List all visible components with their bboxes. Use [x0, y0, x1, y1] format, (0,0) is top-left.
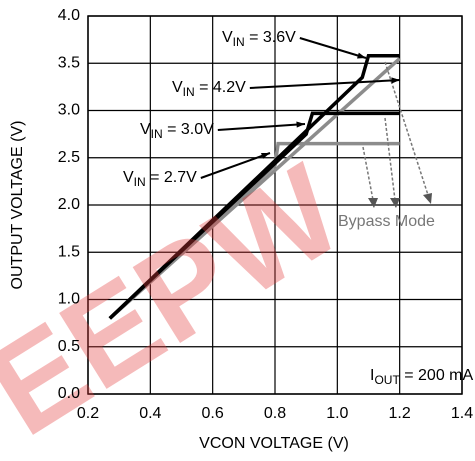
- series-label-part: V: [140, 121, 151, 138]
- y-tick-label: 0.0: [58, 385, 80, 402]
- y-tick-label: 1.0: [58, 291, 80, 308]
- iout-sub: OUT: [374, 373, 400, 387]
- series-label-part: = 3.6V: [245, 29, 296, 46]
- plot-area: [87, 15, 463, 395]
- y-tick-label: 2.5: [58, 149, 80, 166]
- label-arrowhead: [357, 52, 366, 59]
- x-tick-label: 0.4: [139, 405, 161, 422]
- x-tick-label: 1.4: [451, 405, 473, 422]
- series-label-part: IN: [134, 175, 146, 189]
- series-label: VIN = 3.0V: [140, 121, 214, 141]
- series-label-part: = 4.2V: [195, 79, 246, 96]
- series-label: VIN = 3.6V: [222, 29, 296, 49]
- series-label-part: IN: [151, 127, 163, 141]
- y-axis-label: OUTPUT VOLTAGE (V): [9, 121, 26, 290]
- label-arrow: [299, 37, 367, 59]
- plot-frame: [87, 15, 463, 395]
- series-label-part: = 2.7V: [146, 169, 197, 186]
- y-tick-label: 4.0: [58, 7, 80, 24]
- label-arrowhead: [391, 77, 400, 84]
- x-tick-label: 0.8: [264, 405, 286, 422]
- bypass-arrowheads: [368, 193, 432, 208]
- series-label-part: IN: [183, 85, 195, 99]
- label-arrow: [249, 79, 401, 89]
- label-arrowhead: [296, 121, 305, 128]
- bypass-label: Bypass Mode: [338, 213, 435, 230]
- y-tick-label: 2.0: [58, 196, 80, 213]
- x-tick-label: 0.2: [77, 405, 99, 422]
- x-tick-label: 1.2: [389, 405, 411, 422]
- bypass-arrows: [362, 61, 429, 201]
- label-arrow: [217, 123, 306, 131]
- x-tick-label: 1.0: [326, 405, 348, 422]
- series-label-part: V: [172, 79, 183, 96]
- label-arrowhead: [261, 152, 270, 159]
- x-tick-label: 0.6: [202, 405, 224, 422]
- y-tick-label: 3.0: [58, 102, 80, 119]
- y-tick-label: 0.5: [58, 338, 80, 355]
- series-line: [108, 53, 400, 320]
- series-label-part: V: [222, 29, 233, 46]
- iout-label: IOUT = 200 mA: [370, 367, 474, 387]
- series-label-part: IN: [233, 35, 245, 49]
- series-label: VIN = 4.2V: [172, 79, 246, 99]
- series-label-part: = 3.0V: [163, 121, 214, 138]
- y-tick-label: 1.5: [58, 243, 80, 260]
- series-label: VIN = 2.7V: [123, 169, 197, 189]
- x-axis-label: VCON VOLTAGE (V): [199, 435, 349, 452]
- series-label-part: V: [123, 169, 134, 186]
- y-tick-label: 3.5: [58, 54, 80, 71]
- iout-rest: = 200 mA: [400, 367, 474, 384]
- label-arrow: [200, 152, 271, 179]
- iout-main: I: [370, 367, 374, 384]
